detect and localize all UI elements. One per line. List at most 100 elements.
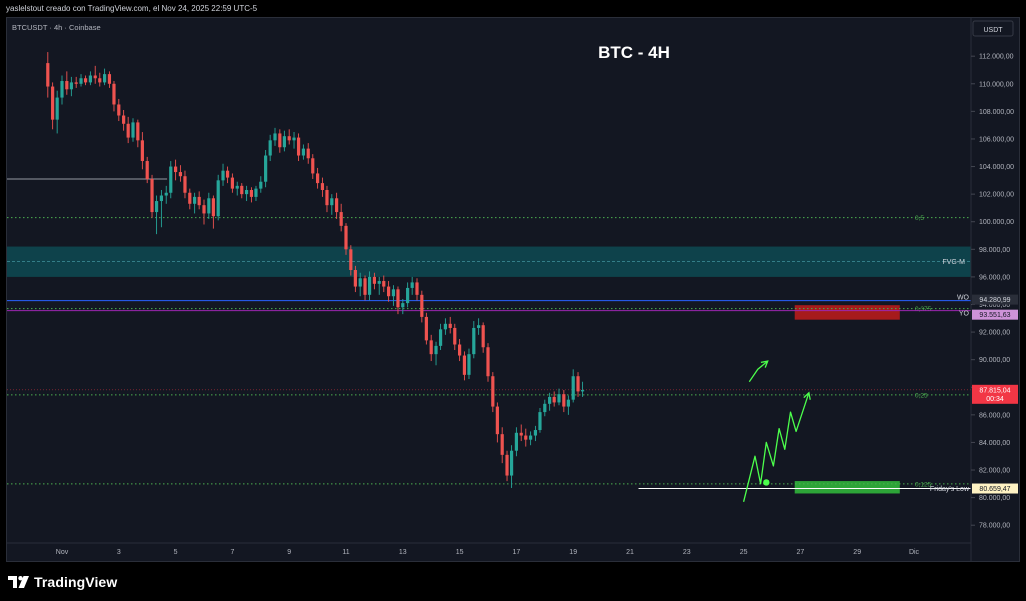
- candle-body: [367, 276, 372, 295]
- time-tick-label: 3: [117, 549, 121, 556]
- candle-body: [287, 136, 291, 141]
- candle-body: [273, 133, 277, 141]
- candle-body: [372, 276, 376, 284]
- zones: FVG-M: [7, 246, 971, 494]
- price-level-badge-label: 94.280,99: [979, 297, 1010, 304]
- projection-arrowhead: [760, 360, 769, 368]
- price-level-badge: [972, 294, 1018, 305]
- candle-body: [282, 136, 286, 148]
- time-tick-label: 17: [513, 549, 521, 556]
- candle-body: [377, 281, 381, 284]
- candle-body: [164, 192, 168, 196]
- time-tick-label: 7: [230, 549, 234, 556]
- candle-body: [264, 155, 268, 182]
- chart-title: BTC - 4H: [598, 43, 670, 62]
- time-tick-label: 29: [853, 549, 861, 556]
- price-level-badge: [972, 309, 1018, 320]
- candle-body: [462, 355, 467, 375]
- price-tick-label: 102.000,00: [979, 192, 1014, 199]
- candle-body: [126, 123, 130, 138]
- time-axis: Nov 3 5 7 9 11 13 15 17 19 21 23 25 27 29 Dic: [7, 542, 971, 556]
- time-tick-label: 5: [174, 549, 178, 556]
- candle-body: [178, 172, 183, 177]
- candle-body: [311, 158, 315, 174]
- candle-body: [301, 148, 305, 156]
- price-tick-label: 94.000,00: [979, 302, 1010, 309]
- chart-area[interactable]: FVG-M 0,5 0,375 0,25 0,125 WO YO Friday's Low …: [6, 17, 1020, 562]
- projection-arrowhead: [803, 391, 811, 400]
- candle-body: [382, 281, 386, 287]
- candle-body: [235, 185, 239, 189]
- currency-button[interactable]: USDT: [972, 20, 1014, 37]
- candle-body: [353, 270, 357, 287]
- candle-body: [211, 198, 215, 217]
- price-level-badge: [972, 483, 1018, 494]
- candle-body: [330, 198, 334, 206]
- candle-body: [557, 394, 561, 403]
- candle-body: [159, 195, 163, 202]
- candle-body: [292, 137, 296, 141]
- candle-body: [65, 81, 69, 90]
- candle-body: [150, 178, 154, 213]
- candle-body: [259, 181, 263, 189]
- current-price-label: 87.815,04: [979, 387, 1010, 394]
- candle-body: [46, 63, 50, 87]
- candle-body: [458, 344, 462, 356]
- candle-body: [391, 289, 396, 297]
- candle-body: [117, 104, 121, 116]
- candle-body: [55, 97, 59, 120]
- time-tick-label: Nov: [56, 549, 69, 556]
- price-tick-label: 110.000,00: [979, 81, 1014, 88]
- candle-body: [83, 78, 88, 83]
- candle-body: [254, 188, 258, 197]
- price-tick-label: 84.000,00: [979, 440, 1010, 447]
- candle-body: [230, 177, 234, 189]
- candle-body: [524, 435, 528, 440]
- price-level-badge-label: 93.551,63: [979, 312, 1010, 319]
- candle-body: [140, 140, 144, 162]
- candle-body: [344, 225, 348, 250]
- symbol-label: BTCUSDT · 4h · Coinbase: [12, 23, 101, 32]
- candle-body: [339, 212, 343, 226]
- price-tick-label: 100.000,00: [979, 219, 1014, 226]
- candle-body: [169, 166, 173, 193]
- price-axis: 112.000,00 110.000,00 108.000,00 106.000,00…: [970, 18, 1019, 561]
- fvg-zone-label: FVG-M: [942, 259, 965, 266]
- price-level-badge-label: 80.659,47: [979, 486, 1010, 493]
- candle-body: [509, 450, 514, 476]
- candle-body: [481, 325, 485, 348]
- time-tick-label: 15: [456, 549, 464, 556]
- candle-body: [571, 376, 575, 400]
- candle-body: [131, 122, 135, 138]
- candle-body: [103, 74, 107, 83]
- candle-body: [145, 161, 149, 179]
- candle-body: [216, 180, 220, 217]
- candle-body: [349, 249, 353, 271]
- price-tick-label: 90.000,00: [979, 357, 1010, 364]
- time-tick-label: 23: [683, 549, 691, 556]
- time-tick-label: 27: [797, 549, 805, 556]
- price-tick-label: 106.000,00: [979, 136, 1014, 143]
- candle-body: [396, 289, 400, 308]
- candle-body: [443, 323, 447, 330]
- candle-body: [112, 83, 116, 105]
- time-tick-label: 9: [287, 549, 291, 556]
- candle-body: [188, 192, 192, 204]
- chart-attribution: yaslelstout creado con TradingView.com, …: [6, 4, 258, 13]
- current-price-badge: [972, 384, 1018, 404]
- candle-body: [268, 140, 272, 156]
- candles: [46, 52, 585, 488]
- price-level-name: YO: [959, 311, 970, 318]
- candle-body: [387, 286, 391, 297]
- candle-body: [207, 198, 211, 214]
- candle-body: [240, 185, 244, 195]
- candle-body: [495, 406, 499, 435]
- resistance-box: [794, 305, 900, 320]
- price-tick-label: 92.000,00: [979, 330, 1010, 337]
- time-tick-label: 19: [569, 549, 577, 556]
- projection-dot: [763, 479, 770, 486]
- time-tick-label: 13: [399, 549, 407, 556]
- candle-body: [363, 278, 367, 295]
- price-tick-label: 104.000,00: [979, 164, 1014, 171]
